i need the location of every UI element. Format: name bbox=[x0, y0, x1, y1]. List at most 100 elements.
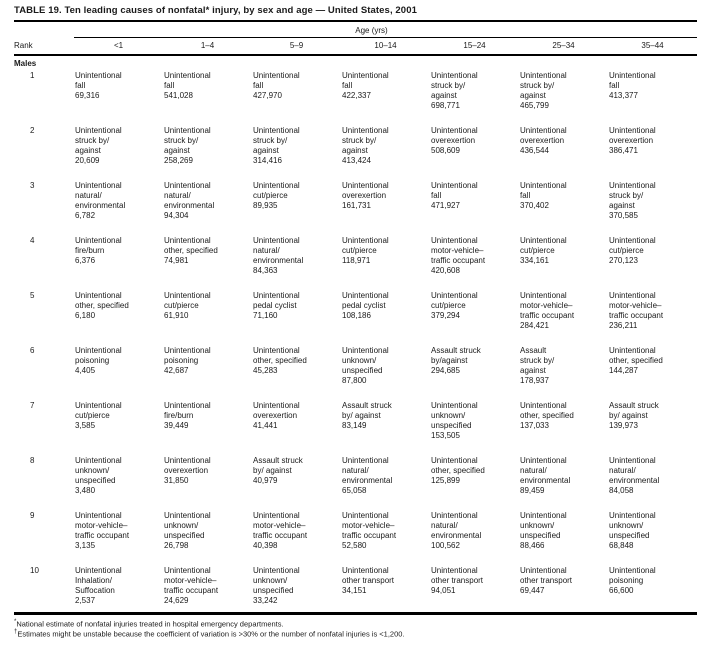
cause-cell: Unintentional struck by/ against 413,424 bbox=[342, 126, 389, 165]
column-header-age-under1: <1 bbox=[74, 37, 163, 56]
rank-cell: 6 bbox=[30, 346, 35, 355]
rank-cell: 4 bbox=[30, 236, 35, 245]
cause-cell: Unintentional motor-vehicle– traffic occ… bbox=[520, 291, 575, 330]
footnote-text: Estimates might be unstable because the … bbox=[17, 629, 405, 639]
footnote: †Estimates might be unstable because the… bbox=[14, 629, 697, 640]
cause-cell: Unintentional overexertion 31,850 bbox=[164, 456, 211, 485]
cause-cell: Assault struck by/ against 40,979 bbox=[253, 456, 303, 485]
table-row: 7 Unintentional cut/pierce 3,585 Unintenti… bbox=[14, 400, 697, 455]
rank-cell: 1 bbox=[30, 71, 35, 80]
cause-cell: Unintentional fall 413,377 bbox=[609, 71, 656, 100]
cause-cell: Unintentional cut/pierce 379,294 bbox=[431, 291, 478, 320]
cause-cell: Unintentional unknown/ unspecified 68,84… bbox=[609, 511, 656, 550]
cause-cell: Unintentional cut/pierce 334,161 bbox=[520, 236, 567, 265]
cause-cell: Unintentional natural/ environmental 65,… bbox=[342, 456, 393, 495]
cause-cell: Unintentional struck by/ against 20,609 bbox=[75, 126, 122, 165]
cause-cell: Unintentional struck by/ against 258,269 bbox=[164, 126, 211, 165]
column-header-age-10-14: 10–14 bbox=[341, 37, 430, 56]
rank-cell: 3 bbox=[30, 181, 35, 190]
cause-cell: Unintentional struck by/ against 465,799 bbox=[520, 71, 567, 110]
cause-cell: Unintentional struck by/ against 370,585 bbox=[609, 181, 656, 220]
cause-cell: Unintentional other, specified 45,283 bbox=[253, 346, 307, 375]
cause-cell: Unintentional unknown/ unspecified 88,46… bbox=[520, 511, 567, 550]
cause-cell: Unintentional motor-vehicle– traffic occ… bbox=[75, 511, 130, 550]
table-header: Age (yrs) Rank <1 1–4 5–9 10–14 15–24 25… bbox=[14, 22, 697, 56]
cause-cell: Assault struck by/ against 178,937 bbox=[520, 346, 555, 385]
table-row: 3 Unintentional natural/ environmental 6,… bbox=[14, 180, 697, 235]
cause-cell: Unintentional other transport 34,151 bbox=[341, 565, 430, 615]
cause-cell: Unintentional other, specified 144,287 bbox=[609, 346, 663, 375]
column-header-age-25-34: 25–34 bbox=[519, 37, 608, 56]
cause-cell: Unintentional natural/ environmental 84,… bbox=[253, 236, 304, 275]
rank-cell: 9 bbox=[30, 511, 35, 520]
rank-cell: 7 bbox=[30, 401, 35, 410]
cause-cell: Assault struck by/ against 139,973 bbox=[609, 401, 659, 430]
cause-cell: Unintentional pedal cyclist 71,160 bbox=[253, 291, 300, 320]
cause-cell: Unintentional poisoning 42,687 bbox=[164, 346, 211, 375]
cause-cell: Unintentional poisoning 66,600 bbox=[608, 565, 697, 615]
cause-cell: Unintentional unknown/ unspecified 87,80… bbox=[342, 346, 389, 385]
section-label: Males bbox=[14, 59, 37, 68]
cause-cell: Unintentional motor-vehicle– traffic occ… bbox=[431, 236, 486, 275]
cause-cell: Unintentional natural/ environmental 100… bbox=[431, 511, 482, 550]
footnote-symbol: * bbox=[14, 618, 17, 625]
cause-cell: Unintentional motor-vehicle– traffic occ… bbox=[342, 511, 397, 550]
cause-cell: Unintentional other, specified 74,981 bbox=[164, 236, 218, 265]
cause-cell: Unintentional poisoning 4,405 bbox=[75, 346, 122, 375]
cause-cell: Unintentional unknown/ unspecified 26,79… bbox=[164, 511, 211, 550]
cause-cell: Unintentional struck by/ against 314,416 bbox=[253, 126, 300, 165]
table-row: 10 Unintentional Inhalation/ Suffocation … bbox=[14, 565, 697, 615]
cause-cell: Unintentional fall 69,316 bbox=[75, 71, 122, 100]
cause-cell: Unintentional fall 471,927 bbox=[431, 181, 478, 210]
table-row: 4 Unintentional fire/burn 6,376 Unintentio… bbox=[14, 235, 697, 290]
cause-cell: Unintentional natural/ environmental 6,7… bbox=[75, 181, 126, 220]
cause-cell: Unintentional fall 422,337 bbox=[342, 71, 389, 100]
cause-cell: Unintentional cut/pierce 118,971 bbox=[342, 236, 389, 265]
cause-cell: Unintentional overexertion 508,609 bbox=[431, 126, 478, 155]
column-header-age-1-4: 1–4 bbox=[163, 37, 252, 56]
cause-cell: Unintentional motor-vehicle– traffic occ… bbox=[253, 511, 308, 550]
footnote-symbol: † bbox=[14, 629, 18, 635]
rank-cell: 5 bbox=[30, 291, 35, 300]
age-group-spacer bbox=[14, 22, 74, 38]
cause-cell: Assault struck by/against 294,685 bbox=[431, 346, 481, 375]
cause-cell: Unintentional fall 541,028 bbox=[164, 71, 211, 100]
cause-cell: Unintentional overexertion 386,471 bbox=[609, 126, 656, 155]
cause-cell: Unintentional unknown/ unspecified 33,24… bbox=[252, 565, 341, 615]
cause-cell: Unintentional other, specified 125,899 bbox=[431, 456, 485, 485]
rank-cell: 10 bbox=[14, 565, 74, 615]
cause-cell: Unintentional unknown/ unspecified 153,5… bbox=[431, 401, 478, 440]
table-row: 8 Unintentional unknown/ unspecified 3,48… bbox=[14, 455, 697, 510]
rank-cell: 8 bbox=[30, 456, 35, 465]
cause-cell: Unintentional other, specified 137,033 bbox=[520, 401, 574, 430]
age-group-header: Age (yrs) bbox=[74, 22, 697, 38]
cause-cell: Unintentional motor-vehicle– traffic occ… bbox=[609, 291, 664, 330]
cause-cell: Unintentional cut/pierce 3,585 bbox=[75, 401, 122, 430]
cause-cell: Unintentional other, specified 6,180 bbox=[75, 291, 129, 320]
cause-cell: Unintentional natural/ environmental 94,… bbox=[164, 181, 215, 220]
cause-cell: Unintentional other transport 94,051 bbox=[430, 565, 519, 615]
table-body: Males 1 Unintentional fall 69,316 Unintenti… bbox=[14, 55, 697, 615]
cause-cell: Unintentional Inhalation/ Suffocation 2,… bbox=[74, 565, 163, 615]
cause-cell: Unintentional overexertion 436,544 bbox=[520, 126, 567, 155]
table-row: 1 Unintentional fall 69,316 Unintentional … bbox=[14, 70, 697, 125]
rank-cell: 2 bbox=[30, 126, 35, 135]
column-header-age-35-44: 35–44 bbox=[608, 37, 697, 56]
cause-cell: Unintentional natural/ environmental 89,… bbox=[520, 456, 571, 495]
column-header-rank: Rank bbox=[14, 37, 74, 56]
table-row: 5 Unintentional other, specified 6,180 Uni… bbox=[14, 290, 697, 345]
column-header-age-15-24: 15–24 bbox=[430, 37, 519, 56]
injury-causes-table: Age (yrs) Rank <1 1–4 5–9 10–14 15–24 25… bbox=[14, 22, 697, 615]
cause-cell: Unintentional fall 427,970 bbox=[253, 71, 300, 100]
footnotes: *National estimate of nonfatal injuries … bbox=[14, 619, 697, 640]
cause-cell: Unintentional other transport 69,447 bbox=[519, 565, 608, 615]
cause-cell: Unintentional pedal cyclist 108,186 bbox=[342, 291, 389, 320]
table-row: 9 Unintentional motor-vehicle– traffic oc… bbox=[14, 510, 697, 565]
column-header-row: Rank <1 1–4 5–9 10–14 15–24 25–34 35–44 bbox=[14, 37, 697, 56]
section-row: Males bbox=[14, 55, 697, 70]
cause-cell: Unintentional cut/pierce 61,910 bbox=[164, 291, 211, 320]
age-group-row: Age (yrs) bbox=[14, 22, 697, 38]
cause-cell: Unintentional cut/pierce 89,935 bbox=[253, 181, 300, 210]
cause-cell: Unintentional overexertion 41,441 bbox=[253, 401, 300, 430]
